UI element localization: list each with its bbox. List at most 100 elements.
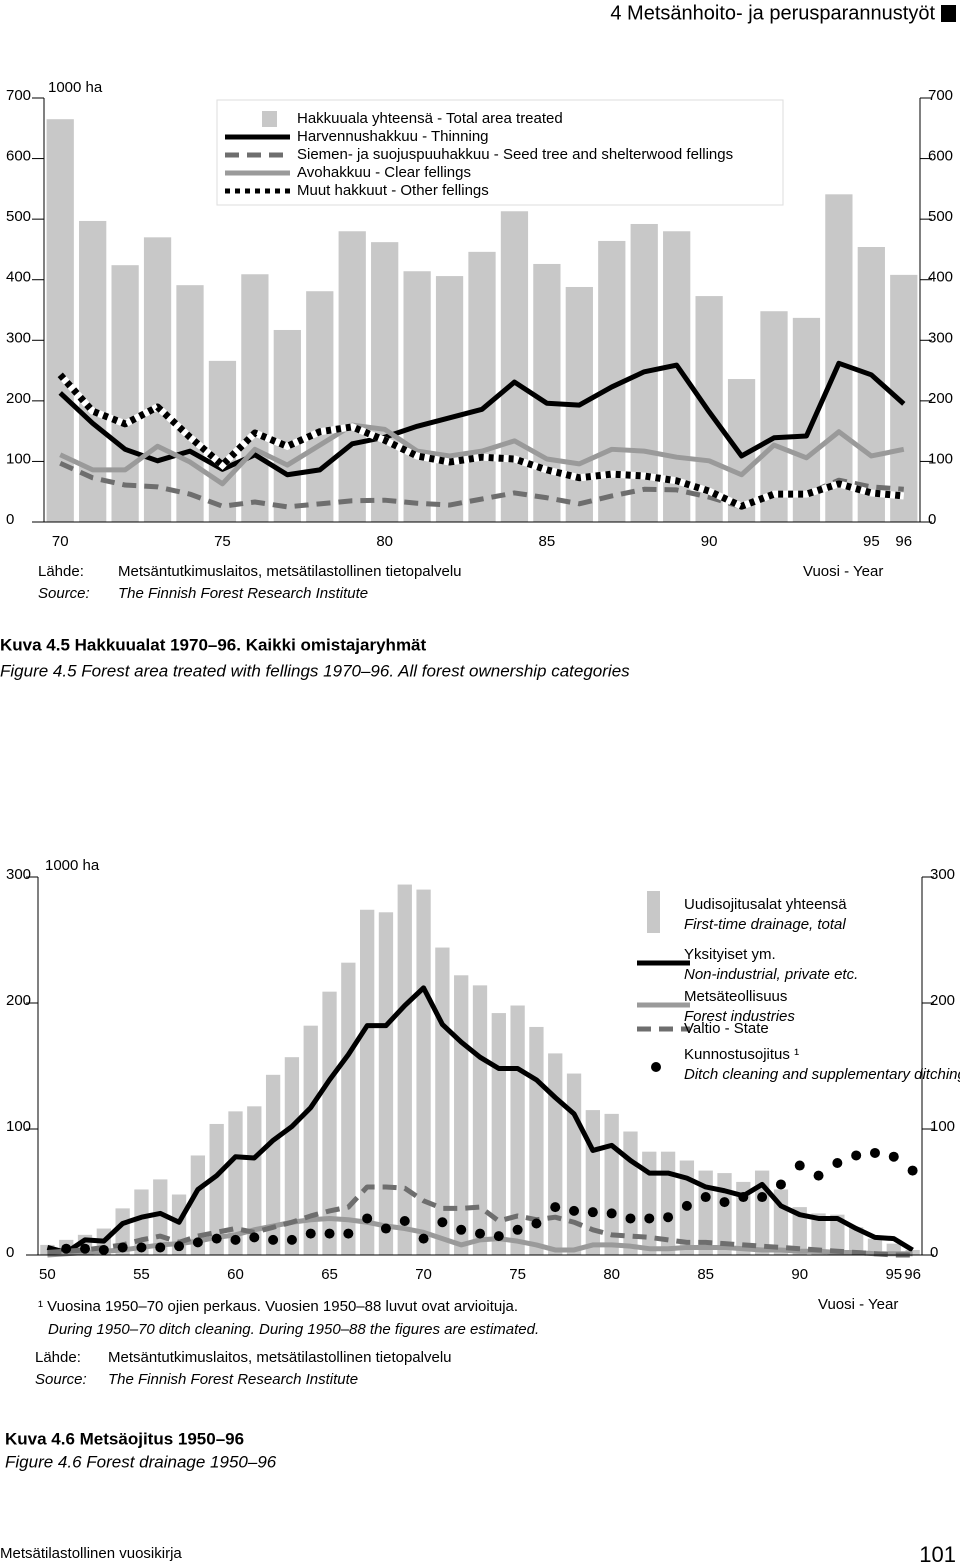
marker [380,1223,391,1234]
legend-box [216,99,784,206]
marker [625,1213,636,1224]
x-tick-label: 55 [133,1266,150,1283]
marker [757,1192,768,1203]
marker [606,1208,617,1219]
series-line [46,985,914,1255]
marker [80,1243,91,1254]
marker [550,1202,561,1213]
x-tick-label: 75 [509,1266,526,1283]
bar [208,360,237,522]
marker [869,1147,880,1158]
y-tick-label: 200 [6,390,31,407]
marker [155,1242,166,1253]
y-tick-label: 400 [928,269,953,286]
footnote: ¹ Vuosina 1950–70 ojien perkaus. Vuosien… [38,1298,518,1315]
bar [397,884,412,1255]
marker [775,1179,786,1190]
marker [117,1242,128,1253]
bar [533,263,561,522]
y-tick-label: 300 [930,866,955,883]
y-tick-label: 0 [930,1244,938,1261]
caption: Kuva 4.6 Metsäojitus 1950–96 [5,1429,244,1448]
caption: Figure 4.5 Forest area treated with fell… [0,661,630,680]
x-tick-label: 80 [603,1266,620,1283]
marker [493,1231,504,1242]
marker [663,1212,674,1223]
page-number: 101 [919,1542,956,1566]
series-line [57,372,905,510]
y-tick-label: 400 [6,269,31,286]
bar [303,1025,318,1255]
marker [531,1218,542,1229]
header-square [941,5,956,22]
x-tick-label: 80 [376,533,393,550]
y-tick-label: 100 [930,1118,955,1135]
marker [851,1150,862,1161]
bar [403,271,431,522]
bar [322,991,337,1255]
x-tick-label: 65 [321,1266,338,1283]
y-tick-label: 300 [6,329,31,346]
bar [468,251,496,522]
marker [362,1213,373,1224]
legend-swatch [262,111,277,127]
x-axis-label: Vuosi - Year [803,563,883,580]
marker [211,1233,222,1244]
legend-label: Non-industrial, private etc. [684,966,858,983]
y-tick-label: 300 [928,329,953,346]
header-title: 4 Metsänhoito- ja perusparannustyöt [610,2,935,24]
caption: Figure 4.6 Forest drainage 1950–96 [5,1452,277,1471]
legend-label: Metsäteollisuus [684,988,787,1005]
caption: Kuva 4.5 Hakkuualat 1970–96. Kaikki omis… [0,635,427,654]
marker [437,1217,448,1228]
series-line [59,460,904,510]
x-tick-label: 90 [791,1266,808,1283]
marker [512,1224,523,1235]
bar [338,231,366,522]
legend-label: Harvennushakkuu - Thinning [297,128,489,145]
bar [265,1074,281,1255]
legend-label: First-time drainage, total [684,916,846,933]
bar [176,285,204,522]
y-unit: 1000 ha [48,79,103,96]
x-tick-label: 96 [895,533,912,550]
source-label: Source: [38,585,90,602]
legend-label: Valtio - State [684,1020,769,1037]
legend-label: Avohakkuu - Clear fellings [297,164,471,181]
marker [587,1207,598,1218]
bar [886,1243,901,1255]
series-line [58,360,906,478]
bar [284,1057,300,1255]
bar [378,912,394,1255]
bar [416,889,431,1255]
marker [324,1228,335,1239]
y-tick-label: 100 [6,1118,31,1135]
legend-swatch [647,891,660,933]
bar [830,1214,845,1255]
series-line [47,1184,913,1258]
y-tick-label: 500 [928,208,953,225]
legend-label: Uudisojitusalat yhteensä [684,896,847,913]
y-tick-label: 700 [928,87,953,104]
y-tick-label: 700 [6,87,31,104]
source-label: Lähde: [38,563,84,580]
x-tick-label: 60 [227,1266,244,1283]
marker [98,1244,109,1255]
bar [698,1170,713,1255]
marker [700,1192,711,1203]
x-tick-label: 70 [415,1266,432,1283]
marker [286,1234,297,1245]
bar [341,962,356,1255]
bar [454,975,469,1255]
marker [343,1228,354,1239]
source-text: Metsäntutkimuslaitos, metsätilastollinen… [118,563,462,580]
marker [230,1234,241,1245]
bar [491,1013,506,1255]
marker [719,1197,730,1208]
marker [399,1215,410,1226]
marker [305,1228,316,1239]
series-line [47,1215,913,1258]
marker [475,1228,485,1239]
legend-label: Siemen- ja suojuspuuhakkuu - Seed tree a… [297,146,733,163]
